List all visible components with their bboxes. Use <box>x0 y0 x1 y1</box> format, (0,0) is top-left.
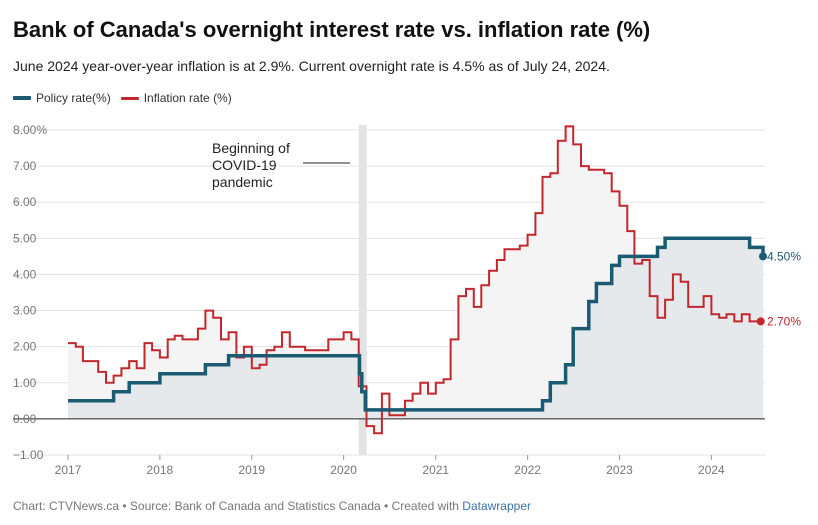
x-tick-label: 2019 <box>238 463 265 477</box>
legend-swatch-inflation <box>120 96 139 100</box>
annotation-text-line: Beginning of <box>212 140 290 156</box>
y-tick-label: 4.00 <box>13 267 37 281</box>
x-tick-label: 2017 <box>55 463 82 477</box>
policy-end-dot <box>758 252 767 261</box>
x-tick-label: 2018 <box>147 463 174 477</box>
chart-footer: Chart: CTVNews.ca • Source: Bank of Cana… <box>13 499 531 513</box>
x-tick-label: 2021 <box>422 463 449 477</box>
datawrapper-link[interactable]: Datawrapper <box>462 499 531 513</box>
covid-band-rect <box>358 125 367 455</box>
inflation-end-label: 2.70% <box>767 314 801 328</box>
legend-swatch-policy <box>13 96 31 100</box>
chart-title: Bank of Canada's overnight interest rate… <box>13 17 651 42</box>
y-tick-label: 7.00 <box>13 159 37 173</box>
policy-end-label: 4.50% <box>767 249 801 263</box>
y-tick-label: 2.00 <box>13 340 37 354</box>
annotation-text-line: pandemic <box>212 174 273 190</box>
footer-credits: Chart: CTVNews.ca • Source: Bank of Cana… <box>13 499 463 513</box>
chart-subtitle: June 2024 year-over-year inflation is at… <box>13 58 610 74</box>
end-labels: 4.50% 2.70% <box>756 249 801 328</box>
x-axis-ticks: 2017 2018 2019 2020 2021 2022 2023 2024 <box>55 455 725 477</box>
y-tick-label: −1.00 <box>13 448 44 462</box>
inflation-line <box>68 125 761 435</box>
policy-area <box>68 238 763 419</box>
covid-band <box>358 125 367 455</box>
annotation-text-line: COVID-19 <box>212 157 277 173</box>
area-fills <box>68 126 763 434</box>
y-tick-label: 8.00% <box>13 123 47 137</box>
legend-label-inflation: Inflation rate (%) <box>143 91 232 105</box>
x-tick-label: 2023 <box>606 463 633 477</box>
series-lines <box>68 125 765 435</box>
y-axis-ticks: −1.00 0.00 1.00 2.00 3.00 4.00 5.00 6.00 7.00 8.0… <box>13 123 47 462</box>
legend-item-inflation: Inflation rate (%) <box>120 91 232 105</box>
y-tick-label: 0.00 <box>13 412 37 426</box>
inflation-end-dot <box>756 317 765 326</box>
y-tick-label: 1.00 <box>13 376 37 390</box>
x-tick-label: 2024 <box>698 463 725 477</box>
legend-label-policy: Policy rate(%) <box>36 91 111 105</box>
x-tick-label: 2020 <box>330 463 357 477</box>
y-tick-label: 5.00 <box>13 231 37 245</box>
legend-item-policy: Policy rate(%) <box>13 91 111 105</box>
legend: Policy rate(%) Inflation rate (%) <box>13 91 232 105</box>
policy-line <box>68 236 765 412</box>
y-tick-label: 6.00 <box>13 195 37 209</box>
x-tick-label: 2022 <box>514 463 541 477</box>
y-tick-label: 3.00 <box>13 304 37 318</box>
